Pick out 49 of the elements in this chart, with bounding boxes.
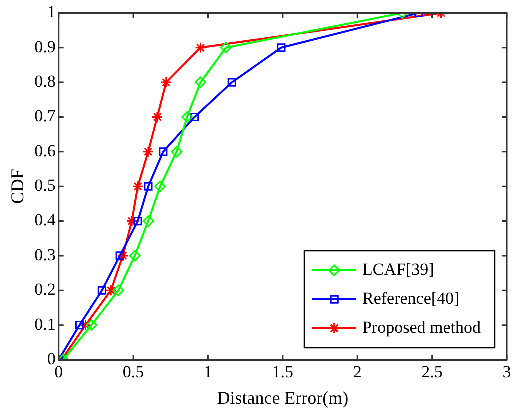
point	[190, 112, 200, 122]
y-tick-label: 0.6	[34, 141, 56, 160]
point	[159, 148, 168, 156]
y-tick-label: 0.8	[34, 72, 56, 92]
y-tick-label: 0.3	[34, 245, 56, 264]
point	[98, 286, 106, 295]
point	[86, 320, 98, 332]
legend-label: Proposed method	[362, 318, 482, 337]
y-tick-label: 0.5	[34, 176, 56, 196]
point	[228, 78, 236, 87]
x-tick-label: 3	[502, 362, 512, 382]
point	[126, 216, 138, 228]
point	[80, 320, 92, 332]
point	[129, 250, 141, 262]
point	[117, 250, 129, 262]
point	[160, 76, 172, 88]
y-tick-label: 1	[47, 2, 56, 22]
point	[195, 42, 207, 54]
point	[152, 111, 164, 123]
x-tick-label: 2.5	[422, 362, 443, 382]
point	[277, 44, 286, 52]
point	[105, 284, 117, 296]
y-tick-label: 0.1	[34, 314, 56, 334]
point	[154, 180, 166, 192]
point	[171, 146, 183, 158]
y-tick-label: 0.9	[34, 37, 56, 56]
x-tick-label: 2	[353, 362, 362, 382]
point	[182, 111, 194, 123]
y-tick-label: 0.2	[34, 280, 56, 300]
point	[142, 216, 154, 228]
y-axis-title: CDF	[8, 169, 28, 204]
point	[144, 182, 153, 191]
point	[142, 146, 154, 158]
point	[132, 180, 144, 192]
point	[195, 76, 207, 88]
x-axis-title: Distance Error(m)	[217, 388, 349, 408]
point	[112, 284, 124, 296]
point	[134, 216, 142, 226]
legend-label: LCAF[39]	[362, 260, 434, 279]
point	[220, 42, 232, 54]
y-tick-label: 0.4	[34, 210, 56, 230]
legend-label: Reference[40]	[362, 288, 460, 308]
point	[75, 321, 84, 330]
y-tick-label: 0	[47, 349, 56, 368]
y-tick-label: 0.7	[34, 106, 56, 126]
x-tick-label: 0.5	[122, 362, 144, 382]
x-tick-label: 1	[204, 362, 212, 382]
x-tick-label: 1.5	[272, 362, 294, 382]
point	[116, 252, 124, 260]
